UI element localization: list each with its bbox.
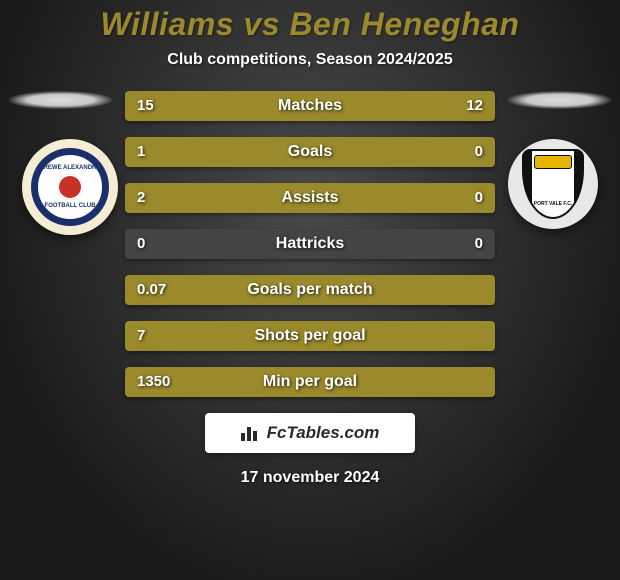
stats-bars: 15 12 Matches 1 0 Goals 2 0 Assists 0 0 Hattricks 0.… [125,91,495,397]
date: 17 november 2024 [0,469,620,487]
stat-value-left: 1350 [137,367,170,397]
stat-value-right: 0 [475,183,483,213]
stat-label: Matches [278,91,342,121]
stat-value-left: 2 [137,183,145,213]
page-title: Williams vs Ben Heneghan [0,0,620,43]
stat-value-left: 0.07 [137,275,166,305]
stat-row: 2 0 Assists [125,183,495,213]
arena: CREWE ALEXANDRA FOOTBALL CLUB PORT VALE F… [0,91,620,397]
crest-left-text-top: CREWE ALEXANDRA [39,165,100,171]
subtitle: Club competitions, Season 2024/2025 [0,51,620,69]
barchart-icon [241,425,261,441]
stat-value-right: 0 [475,137,483,167]
stat-row: 0 0 Hattricks [125,229,495,259]
stat-label: Assists [282,183,339,213]
club-crest-right-inner: PORT VALE F.C. [522,149,584,219]
stat-value-right: 0 [475,229,483,259]
lion-icon [57,174,83,200]
stat-value-left: 7 [137,321,145,351]
stat-row: 15 12 Matches [125,91,495,121]
watermark-text: FcTables.com [267,423,380,443]
crest-right-accent [534,155,572,169]
stat-label: Min per goal [263,367,357,397]
crest-right-text: PORT VALE F.C. [524,202,582,207]
stat-label: Shots per goal [254,321,365,351]
stat-value-left: 15 [137,91,154,121]
spotlight-left [8,91,113,109]
spotlight-right [507,91,612,109]
stat-row: 7 Shots per goal [125,321,495,351]
club-crest-left: CREWE ALEXANDRA FOOTBALL CLUB [22,139,118,235]
crest-left-text-bottom: FOOTBALL CLUB [45,203,96,209]
stat-value-left: 1 [137,137,145,167]
club-crest-left-inner: CREWE ALEXANDRA FOOTBALL CLUB [31,148,109,226]
stat-row: 1 0 Goals [125,137,495,167]
stat-label: Goals per match [247,275,372,305]
stat-value-left: 0 [137,229,145,259]
stat-row: 0.07 Goals per match [125,275,495,305]
stat-label: Goals [288,137,332,167]
comparison-card: Williams vs Ben Heneghan Club competitio… [0,0,620,580]
club-crest-right: PORT VALE F.C. [508,139,598,229]
watermark: FcTables.com [205,413,415,453]
stat-label: Hattricks [276,229,344,259]
stat-row: 1350 Min per goal [125,367,495,397]
stat-value-right: 12 [466,91,483,121]
